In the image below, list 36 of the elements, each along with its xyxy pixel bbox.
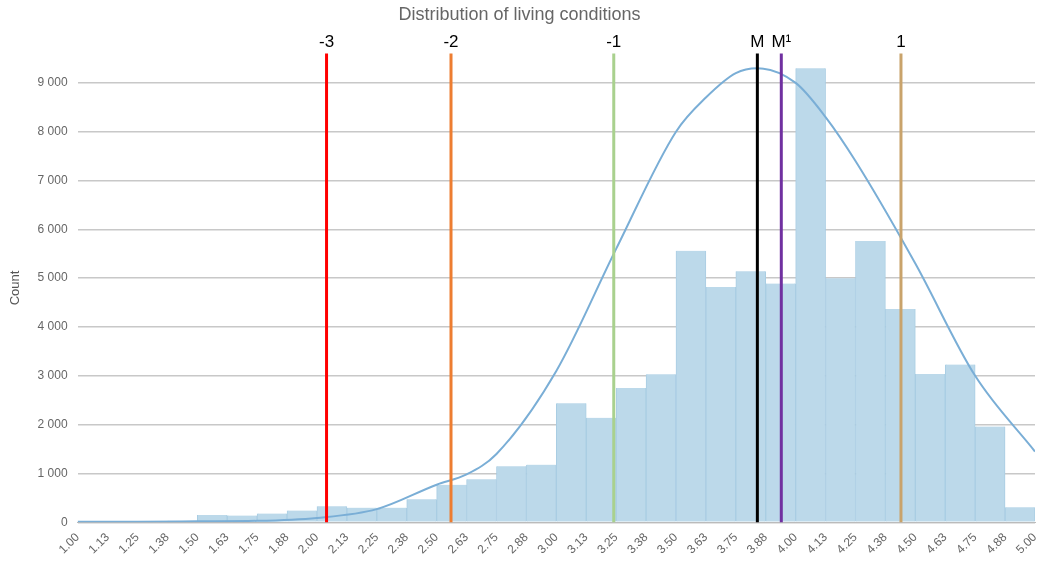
y-tick-label: 0 — [60, 514, 68, 529]
annotation: 1 — [896, 31, 906, 51]
line-series — [77, 67, 1035, 523]
x-tick-label: 4.13 — [803, 529, 831, 557]
y-tick-label: 9 000 — [37, 75, 68, 90]
x-tick-label: 4.25 — [833, 529, 861, 557]
x-tick-label: 5.00 — [1013, 529, 1040, 557]
ref-line-label: M¹ — [771, 31, 792, 51]
x-tick-label: 3.50 — [654, 529, 681, 557]
x-tick-label: 3.88 — [743, 529, 771, 557]
annotation: -2 — [443, 31, 459, 51]
y-tick-label: 3 000 — [37, 368, 68, 383]
y-tick-label: 7 000 — [37, 172, 68, 187]
y-tick-label: 8 000 — [37, 124, 68, 139]
y-tick-label: 6 000 — [37, 221, 68, 236]
x-tick-label: 4.38 — [863, 529, 891, 557]
x-tick-label: 4.75 — [953, 529, 980, 557]
annotation: -1 — [606, 31, 622, 51]
x-tick-label: 3.25 — [594, 529, 621, 557]
x-tick-label: 4.50 — [893, 529, 921, 557]
x-tick-label: 4.00 — [773, 529, 801, 557]
y-tick-label: 4 000 — [37, 319, 68, 334]
x-tick-label: 3.38 — [624, 529, 651, 557]
x-tick-label: 4.88 — [983, 529, 1010, 557]
x-tick-label: 4.63 — [923, 529, 950, 557]
y-tick-label: 2 000 — [37, 416, 68, 431]
ref-line-label: M — [750, 31, 765, 51]
x-tick-label: 3.63 — [683, 529, 711, 557]
y-tick-label: 5 000 — [37, 270, 68, 285]
chart-title: Distribution of living conditions — [398, 3, 641, 24]
x-tick-label: 3.75 — [713, 529, 741, 557]
y-tick-label: 1 000 — [37, 465, 68, 480]
x-tick-label: 3.13 — [564, 529, 591, 557]
annotation: -3 — [318, 31, 335, 51]
y-axis-title: Count — [7, 270, 23, 306]
x-tick-label: 3.00 — [534, 529, 562, 557]
